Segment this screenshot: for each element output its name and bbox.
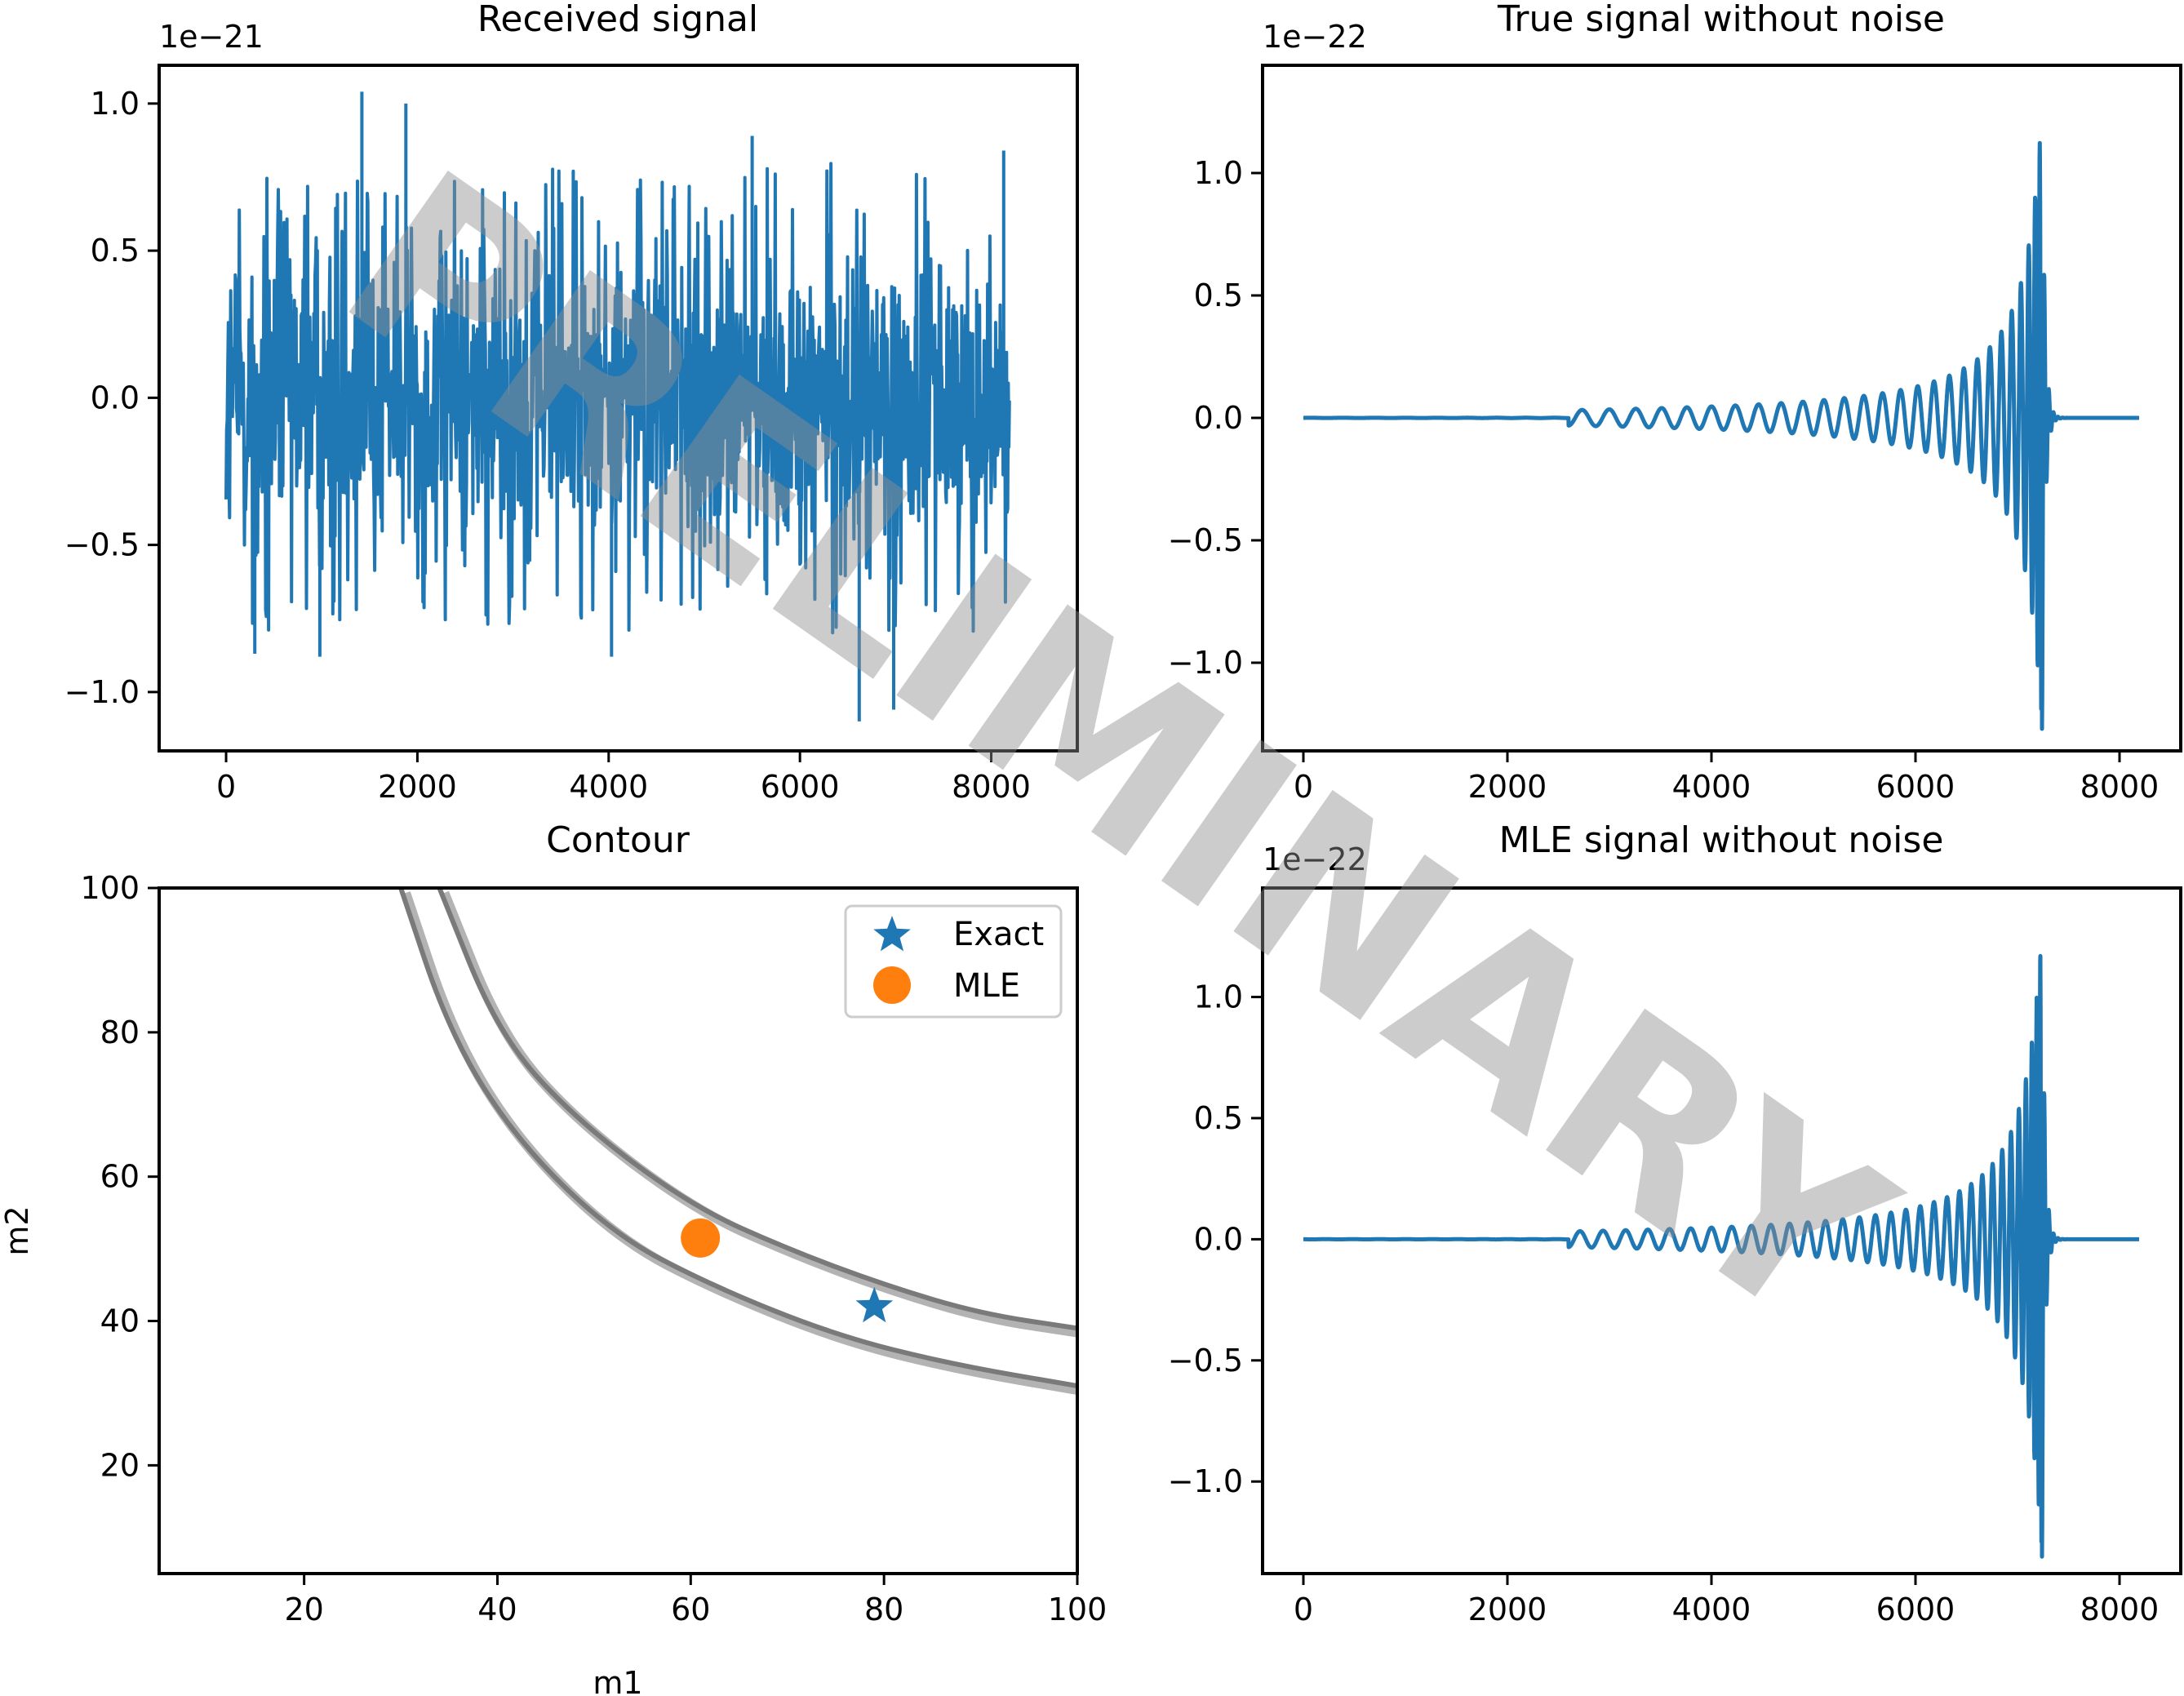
mle-signal-axes-frame	[1261, 886, 2182, 1575]
mle-signal-offset-label: 1e−22	[1263, 841, 1367, 877]
legend-mle-label: MLE	[953, 967, 1020, 1005]
chirp-line	[1301, 140, 2142, 731]
true-signal-title: True signal without noise	[1497, 0, 1945, 40]
y-tick-label: 0.5	[1194, 277, 1243, 313]
x-tick-label: 4000	[1672, 769, 1751, 805]
x-tick-label: 0	[1294, 769, 1313, 805]
contour-ylabel: m2	[0, 1205, 35, 1255]
y-tick-label: −0.5	[1168, 1343, 1243, 1379]
y-tick-label: −1.0	[1168, 1463, 1243, 1499]
contour-title: Contour	[546, 819, 690, 861]
received-signal-line	[224, 91, 1011, 721]
true-signal-offset-label: 1e−22	[1263, 19, 1367, 55]
panel-mle-signal: 0 2000 4000 6000 8000 −1.0 −0.5 0.0 0.5 1.0 MLE s…	[1168, 819, 2182, 1627]
y-tick-label: 1.0	[91, 86, 140, 122]
y-tick-label: −0.5	[64, 527, 140, 563]
contour-line-inner-dark	[398, 888, 1077, 1389]
exact-point-marker	[855, 1286, 894, 1323]
x-tick-label: 4000	[1672, 1592, 1751, 1627]
received-offset-label: 1e−21	[159, 19, 264, 55]
panel-true-signal: 0 2000 4000 6000 8000 −1.0 −0.5 0.0 0.5 1.0 True …	[1168, 0, 2182, 805]
y-tick-label: 0.5	[1194, 1100, 1243, 1136]
mle-signal-title: MLE signal without noise	[1499, 819, 1944, 861]
legend-star-shape	[873, 916, 911, 952]
x-tick-label: 8000	[2080, 769, 2160, 805]
contour-lines	[398, 888, 1077, 1396]
y-tick-label: 100	[80, 870, 140, 906]
x-tick-label: 60	[671, 1592, 710, 1627]
contour-line-outer-dark	[437, 888, 1077, 1331]
y-tick-label: −1.0	[64, 674, 140, 710]
x-tick-label: 2000	[378, 769, 457, 805]
received-title: Received signal	[477, 0, 758, 40]
x-tick-label: 4000	[569, 769, 648, 805]
x-tick-label: 100	[1048, 1592, 1108, 1627]
x-tick-label: 6000	[1876, 1592, 1955, 1627]
contour-axes-frame	[158, 886, 1079, 1575]
panel-received: 0 2000 4000 6000 8000 −1.0 −0.5 0.0 0.5 1.0 Recei…	[64, 0, 1079, 805]
received-axes-frame	[158, 64, 1079, 753]
y-tick-label: 0.5	[91, 233, 140, 269]
y-tick-label: 0.0	[91, 380, 140, 415]
contour-ticks: 20 40 60 80 100 20 40 60 80 100	[80, 870, 1107, 1627]
x-tick-label: 2000	[1468, 1592, 1547, 1627]
y-tick-label: −0.5	[1168, 522, 1243, 558]
received-ticks: 0 2000 4000 6000 8000 −1.0 −0.5 0.0 0.5 1.0	[64, 86, 1031, 805]
true-signal-series	[1301, 140, 2142, 731]
x-tick-label: 40	[477, 1592, 517, 1627]
mle-signal-series	[1301, 953, 2142, 1559]
x-tick-label: 80	[864, 1592, 903, 1627]
true-signal-axes-frame	[1261, 64, 2182, 753]
legend-exact-label: Exact	[953, 916, 1044, 953]
y-tick-label: 60	[100, 1159, 140, 1195]
x-tick-label: 20	[284, 1592, 323, 1627]
x-tick-label: 6000	[1876, 769, 1955, 805]
y-tick-label: 20	[100, 1447, 140, 1483]
x-tick-label: 2000	[1468, 769, 1547, 805]
contour-legend: Exact MLE	[844, 904, 1063, 1019]
x-tick-label: 0	[1294, 1592, 1313, 1627]
y-tick-label: −1.0	[1168, 645, 1243, 681]
chirp-line	[1301, 953, 2142, 1559]
true-signal-ticks: 0 2000 4000 6000 8000 −1.0 −0.5 0.0 0.5 1.0	[1168, 155, 2160, 805]
x-tick-label: 8000	[952, 769, 1031, 805]
legend-exact-marker	[873, 916, 911, 952]
mle-signal-ticks: 0 2000 4000 6000 8000 −1.0 −0.5 0.0 0.5 1.0	[1168, 979, 2160, 1627]
y-tick-label: 0.0	[1194, 400, 1243, 436]
received-series	[224, 91, 1011, 721]
x-tick-label: 6000	[761, 769, 840, 805]
x-tick-label: 8000	[2080, 1592, 2160, 1627]
legend-mle-marker	[873, 966, 911, 1004]
mle-point-marker	[681, 1218, 721, 1258]
y-tick-label: 40	[100, 1303, 140, 1339]
y-tick-label: 0.0	[1194, 1221, 1243, 1257]
y-tick-label: 1.0	[1194, 155, 1243, 191]
contour-xlabel: m1	[593, 1665, 642, 1696]
panel-contour: 20 40 60 80 100 20 40 60 80 100 Contour m1 m2 Exa…	[0, 819, 1107, 1696]
y-tick-label: 80	[100, 1014, 140, 1050]
y-tick-label: 1.0	[1194, 979, 1243, 1015]
contour-points	[681, 1218, 894, 1323]
x-tick-label: 0	[216, 769, 236, 805]
